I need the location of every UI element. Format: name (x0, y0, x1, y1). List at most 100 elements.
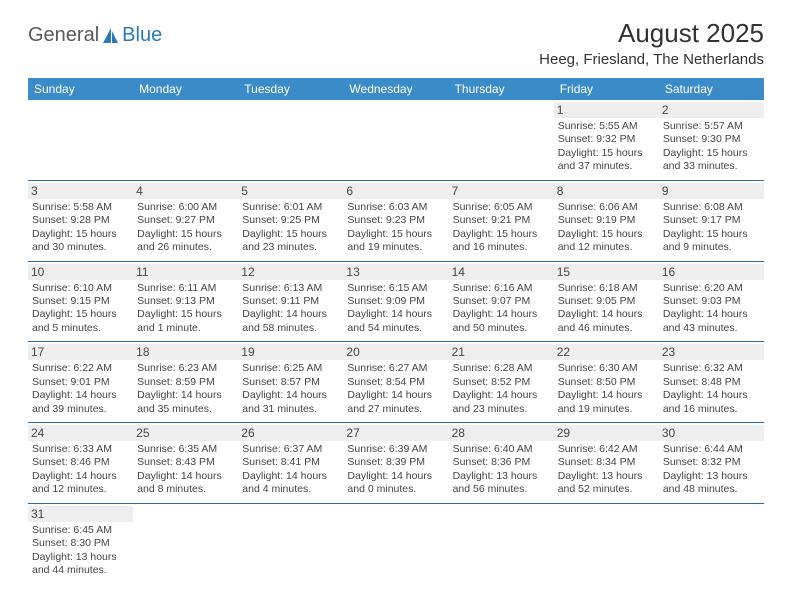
day-number: 22 (554, 344, 659, 360)
day-number: 31 (28, 506, 133, 522)
weekday-heading: Monday (133, 78, 238, 100)
calendar-day-cell: 7 Sunrise: 6:05 AMSunset: 9:21 PMDaylight… (449, 180, 554, 261)
day-number: 24 (28, 425, 133, 441)
calendar-day-cell: 26Sunrise: 6:37 AMSunset: 8:41 PMDayligh… (238, 423, 343, 504)
weekday-heading: Saturday (659, 78, 764, 100)
day-number: 26 (238, 425, 343, 441)
day-number: 12 (238, 264, 343, 280)
calendar-day-cell: 18 Sunrise: 6:23 AMSunset: 8:59 PMDayligh… (133, 342, 238, 423)
day-info: Sunrise: 6:23 AMSunset: 8:59 PMDaylight:… (137, 362, 234, 416)
logo: General Blue (28, 24, 162, 47)
day-info: Sunrise: 6:22 AMSunset: 9:01 PMDaylight:… (32, 362, 129, 416)
weekday-heading: Friday (554, 78, 659, 100)
calendar-day-cell: 30 Sunrise: 6:44 AMSunset: 8:32 PMDayligh… (659, 423, 764, 504)
calendar-day-cell: 13Sunrise: 6:15 AMSunset: 9:09 PMDayligh… (343, 261, 448, 342)
calendar-day-cell: 29Sunrise: 6:42 AMSunset: 8:34 PMDayligh… (554, 423, 659, 504)
calendar-day-cell: 31 Sunrise: 6:45 AMSunset: 8:30 PMDayligh… (28, 503, 133, 583)
day-info: Sunrise: 6:45 AMSunset: 8:30 PMDaylight:… (32, 524, 129, 578)
calendar-day-cell: 17 Sunrise: 6:22 AMSunset: 9:01 PMDayligh… (28, 342, 133, 423)
day-number: 1 (554, 102, 659, 118)
calendar-week-row: 17 Sunrise: 6:22 AMSunset: 9:01 PMDayligh… (28, 342, 764, 423)
day-info: Sunrise: 6:25 AMSunset: 8:57 PMDaylight:… (242, 362, 339, 416)
day-info: Sunrise: 6:27 AMSunset: 8:54 PMDaylight:… (347, 362, 444, 416)
day-info: Sunrise: 6:11 AMSunset: 9:13 PMDaylight:… (137, 282, 234, 336)
day-number: 21 (449, 344, 554, 360)
day-number: 6 (343, 183, 448, 199)
calendar-empty-cell (554, 503, 659, 583)
calendar-day-cell: 19 Sunrise: 6:25 AMSunset: 8:57 PMDayligh… (238, 342, 343, 423)
location: Heeg, Friesland, The Netherlands (539, 51, 764, 68)
weekday-header-row: SundayMondayTuesdayWednesdayThursdayFrid… (28, 78, 764, 100)
title-block: August 2025 Heeg, Friesland, The Netherl… (539, 18, 764, 68)
calendar-day-cell: 5 Sunrise: 6:01 AMSunset: 9:25 PMDaylight… (238, 180, 343, 261)
day-info: Sunrise: 6:01 AMSunset: 9:25 PMDaylight:… (242, 201, 339, 255)
day-number: 15 (554, 264, 659, 280)
day-info: Sunrise: 6:03 AMSunset: 9:23 PMDaylight:… (347, 201, 444, 255)
day-info: Sunrise: 6:05 AMSunset: 9:21 PMDaylight:… (453, 201, 550, 255)
calendar-day-cell: 27 Sunrise: 6:39 AMSunset: 8:39 PMDayligh… (343, 423, 448, 504)
day-number: 29 (554, 425, 659, 441)
calendar-day-cell: 3Sunrise: 5:58 AMSunset: 9:28 PMDaylight… (28, 180, 133, 261)
header: General Blue August 2025 Heeg, Friesland… (28, 18, 764, 68)
day-info: Sunrise: 6:30 AMSunset: 8:50 PMDaylight:… (558, 362, 655, 416)
calendar-empty-cell (133, 503, 238, 583)
calendar-empty-cell (238, 100, 343, 180)
day-number: 19 (238, 344, 343, 360)
weekday-heading: Wednesday (343, 78, 448, 100)
calendar-day-cell: 28 Sunrise: 6:40 AMSunset: 8:36 PMDayligh… (449, 423, 554, 504)
day-number: 18 (133, 344, 238, 360)
calendar-day-cell: 2Sunrise: 5:57 AMSunset: 9:30 PMDaylight… (659, 100, 764, 180)
day-number: 8 (554, 183, 659, 199)
calendar-week-row: 1 Sunrise: 5:55 AMSunset: 9:32 PMDaylight… (28, 100, 764, 180)
day-info: Sunrise: 6:18 AMSunset: 9:05 PMDaylight:… (558, 282, 655, 336)
calendar-empty-cell (133, 100, 238, 180)
day-number: 20 (343, 344, 448, 360)
calendar-day-cell: 11Sunrise: 6:11 AMSunset: 9:13 PMDayligh… (133, 261, 238, 342)
day-info: Sunrise: 6:06 AMSunset: 9:19 PMDaylight:… (558, 201, 655, 255)
day-number: 30 (659, 425, 764, 441)
calendar-day-cell: 4Sunrise: 6:00 AMSunset: 9:27 PMDaylight… (133, 180, 238, 261)
calendar-day-cell: 6 Sunrise: 6:03 AMSunset: 9:23 PMDaylight… (343, 180, 448, 261)
day-info: Sunrise: 6:20 AMSunset: 9:03 PMDaylight:… (663, 282, 760, 336)
calendar-day-cell: 15 Sunrise: 6:18 AMSunset: 9:05 PMDayligh… (554, 261, 659, 342)
day-number: 14 (449, 264, 554, 280)
calendar-empty-cell (449, 503, 554, 583)
calendar-day-cell: 20 Sunrise: 6:27 AMSunset: 8:54 PMDayligh… (343, 342, 448, 423)
day-info: Sunrise: 6:10 AMSunset: 9:15 PMDaylight:… (32, 282, 129, 336)
calendar-day-cell: 23Sunrise: 6:32 AMSunset: 8:48 PMDayligh… (659, 342, 764, 423)
day-number: 25 (133, 425, 238, 441)
day-number: 7 (449, 183, 554, 199)
day-number: 17 (28, 344, 133, 360)
calendar-day-cell: 12Sunrise: 6:13 AMSunset: 9:11 PMDayligh… (238, 261, 343, 342)
calendar-table: SundayMondayTuesdayWednesdayThursdayFrid… (28, 78, 764, 584)
calendar-empty-cell (238, 503, 343, 583)
day-info: Sunrise: 5:55 AMSunset: 9:32 PMDaylight:… (558, 120, 655, 174)
day-number: 5 (238, 183, 343, 199)
day-info: Sunrise: 6:40 AMSunset: 8:36 PMDaylight:… (453, 443, 550, 497)
calendar-day-cell: 8 Sunrise: 6:06 AMSunset: 9:19 PMDaylight… (554, 180, 659, 261)
day-number: 3 (28, 183, 133, 199)
day-number: 13 (343, 264, 448, 280)
day-info: Sunrise: 6:16 AMSunset: 9:07 PMDaylight:… (453, 282, 550, 336)
day-number: 10 (28, 264, 133, 280)
day-info: Sunrise: 6:35 AMSunset: 8:43 PMDaylight:… (137, 443, 234, 497)
calendar-day-cell: 24 Sunrise: 6:33 AMSunset: 8:46 PMDayligh… (28, 423, 133, 504)
calendar-empty-cell (449, 100, 554, 180)
page-title: August 2025 (539, 18, 764, 49)
calendar-week-row: 31 Sunrise: 6:45 AMSunset: 8:30 PMDayligh… (28, 503, 764, 583)
day-number: 4 (133, 183, 238, 199)
day-number: 16 (659, 264, 764, 280)
day-number: 28 (449, 425, 554, 441)
weekday-heading: Sunday (28, 78, 133, 100)
logo-text-2: Blue (122, 24, 162, 47)
day-info: Sunrise: 6:39 AMSunset: 8:39 PMDaylight:… (347, 443, 444, 497)
day-info: Sunrise: 6:33 AMSunset: 8:46 PMDaylight:… (32, 443, 129, 497)
calendar-week-row: 3Sunrise: 5:58 AMSunset: 9:28 PMDaylight… (28, 180, 764, 261)
day-info: Sunrise: 6:44 AMSunset: 8:32 PMDaylight:… (663, 443, 760, 497)
calendar-empty-cell (28, 100, 133, 180)
calendar-day-cell: 16 Sunrise: 6:20 AMSunset: 9:03 PMDayligh… (659, 261, 764, 342)
calendar-day-cell: 9Sunrise: 6:08 AMSunset: 9:17 PMDaylight… (659, 180, 764, 261)
calendar-day-cell: 22 Sunrise: 6:30 AMSunset: 8:50 PMDayligh… (554, 342, 659, 423)
sail-icon (100, 26, 120, 46)
day-number: 27 (343, 425, 448, 441)
